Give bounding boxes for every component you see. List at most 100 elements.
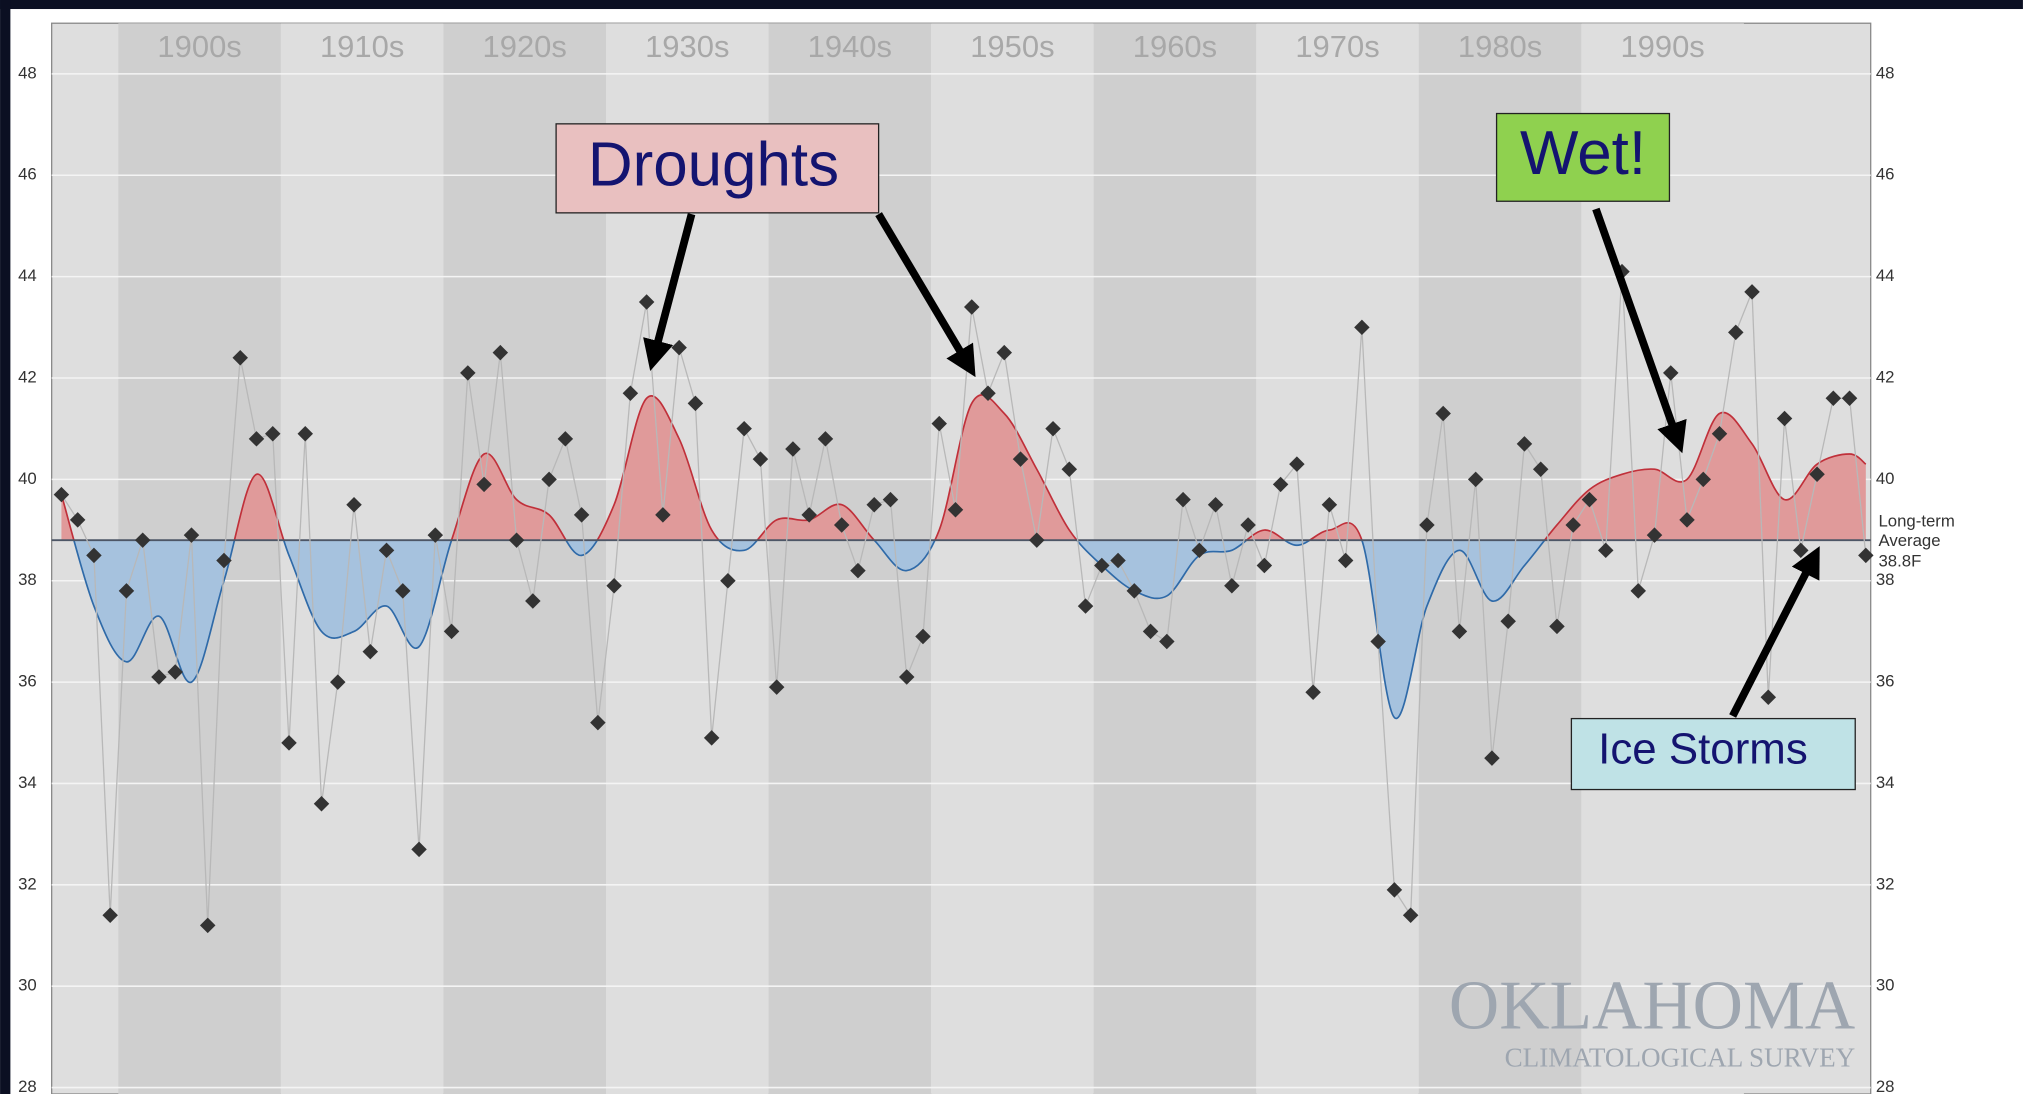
point bbox=[1663, 365, 1679, 381]
y2-tick-label: 48 bbox=[1876, 63, 1895, 82]
point bbox=[1532, 461, 1549, 477]
y-tick-label: 34 bbox=[18, 773, 37, 792]
point bbox=[1728, 324, 1744, 341]
point bbox=[443, 623, 460, 640]
y-tick-label: 30 bbox=[18, 976, 37, 995]
point bbox=[1289, 456, 1305, 472]
point bbox=[1094, 557, 1110, 574]
point bbox=[1451, 623, 1468, 640]
point bbox=[1110, 552, 1126, 569]
point bbox=[1077, 598, 1094, 614]
y-tick-label: 46 bbox=[18, 165, 37, 184]
y-tick-label: 32 bbox=[18, 874, 37, 893]
point bbox=[183, 527, 200, 543]
decade-label: 1910s bbox=[320, 29, 404, 64]
point bbox=[557, 431, 574, 447]
point bbox=[199, 917, 216, 934]
point bbox=[785, 441, 801, 457]
annotation: Droughts bbox=[588, 130, 839, 199]
decade-label: 1950s bbox=[970, 29, 1054, 64]
decade-band bbox=[931, 23, 1094, 1094]
y-tick-label: 48 bbox=[18, 63, 37, 82]
annotation: Wet! bbox=[1520, 119, 1646, 188]
top-border bbox=[0, 0, 2023, 10]
point bbox=[167, 664, 183, 680]
point bbox=[801, 507, 817, 523]
point bbox=[313, 795, 330, 812]
y2-tick-label: 38 bbox=[1876, 570, 1895, 589]
watermark: CLIMATOLOGICAL SURVEY bbox=[1505, 1043, 1856, 1073]
decade-label: 1920s bbox=[483, 29, 567, 64]
point bbox=[882, 491, 899, 508]
point bbox=[703, 730, 720, 746]
point bbox=[395, 583, 411, 599]
droughts-box bbox=[555, 123, 880, 214]
point bbox=[1484, 750, 1500, 766]
point bbox=[216, 552, 232, 569]
point bbox=[915, 628, 931, 645]
above-area bbox=[61, 395, 1866, 541]
point bbox=[671, 339, 687, 356]
y2-tick-label: 46 bbox=[1876, 165, 1895, 184]
point bbox=[606, 578, 622, 594]
point bbox=[817, 431, 834, 447]
point bbox=[687, 395, 704, 412]
point bbox=[1224, 578, 1240, 594]
y2-tick-label: 30 bbox=[1876, 976, 1895, 995]
point bbox=[1321, 496, 1338, 513]
average-value: 38.8F bbox=[1878, 552, 1921, 571]
point bbox=[134, 532, 151, 548]
point bbox=[346, 496, 362, 513]
point bbox=[736, 420, 752, 437]
point bbox=[508, 532, 525, 548]
point bbox=[768, 679, 785, 695]
point bbox=[590, 714, 606, 731]
point bbox=[866, 496, 882, 513]
y2-tick-label: 34 bbox=[1876, 773, 1895, 792]
point bbox=[1809, 466, 1825, 483]
point bbox=[1272, 476, 1289, 493]
watermark: OKLAHOMA bbox=[1449, 968, 1855, 1045]
point bbox=[1695, 471, 1712, 488]
point bbox=[118, 583, 135, 599]
point bbox=[833, 517, 850, 533]
point bbox=[622, 385, 639, 401]
point bbox=[980, 385, 996, 401]
wet-box bbox=[1495, 112, 1671, 202]
point bbox=[1354, 319, 1370, 336]
y-tick-label: 44 bbox=[18, 266, 37, 285]
point bbox=[1337, 552, 1354, 569]
point bbox=[638, 294, 655, 310]
arrow bbox=[643, 213, 696, 372]
point bbox=[1858, 547, 1874, 564]
decade-label: 1990s bbox=[1620, 29, 1704, 64]
decade-label: 1970s bbox=[1295, 29, 1379, 64]
y2-tick-label: 32 bbox=[1876, 874, 1895, 893]
point bbox=[655, 507, 671, 523]
above-line bbox=[60, 394, 1867, 541]
arrow bbox=[1592, 207, 1687, 454]
average-label: Long-term bbox=[1878, 512, 1954, 531]
point bbox=[69, 512, 86, 528]
point bbox=[1061, 461, 1078, 477]
point bbox=[460, 365, 476, 381]
point bbox=[232, 349, 248, 366]
arrow bbox=[1729, 546, 1820, 718]
point bbox=[1500, 613, 1516, 630]
y2-tick-label: 28 bbox=[1876, 1077, 1895, 1094]
point bbox=[102, 907, 118, 923]
point bbox=[1516, 436, 1533, 452]
decade-label: 1940s bbox=[808, 29, 892, 64]
point bbox=[1679, 512, 1695, 528]
point bbox=[1646, 527, 1663, 543]
point bbox=[1760, 689, 1777, 706]
below-line bbox=[72, 540, 1546, 720]
ice-box bbox=[1570, 717, 1856, 791]
y-tick-label: 42 bbox=[18, 367, 37, 386]
point bbox=[1419, 517, 1435, 533]
annotation: Ice Storms bbox=[1598, 725, 1808, 774]
decade-label: 1980s bbox=[1458, 29, 1542, 64]
y-tick-label: 28 bbox=[18, 1077, 37, 1094]
point bbox=[362, 643, 379, 660]
